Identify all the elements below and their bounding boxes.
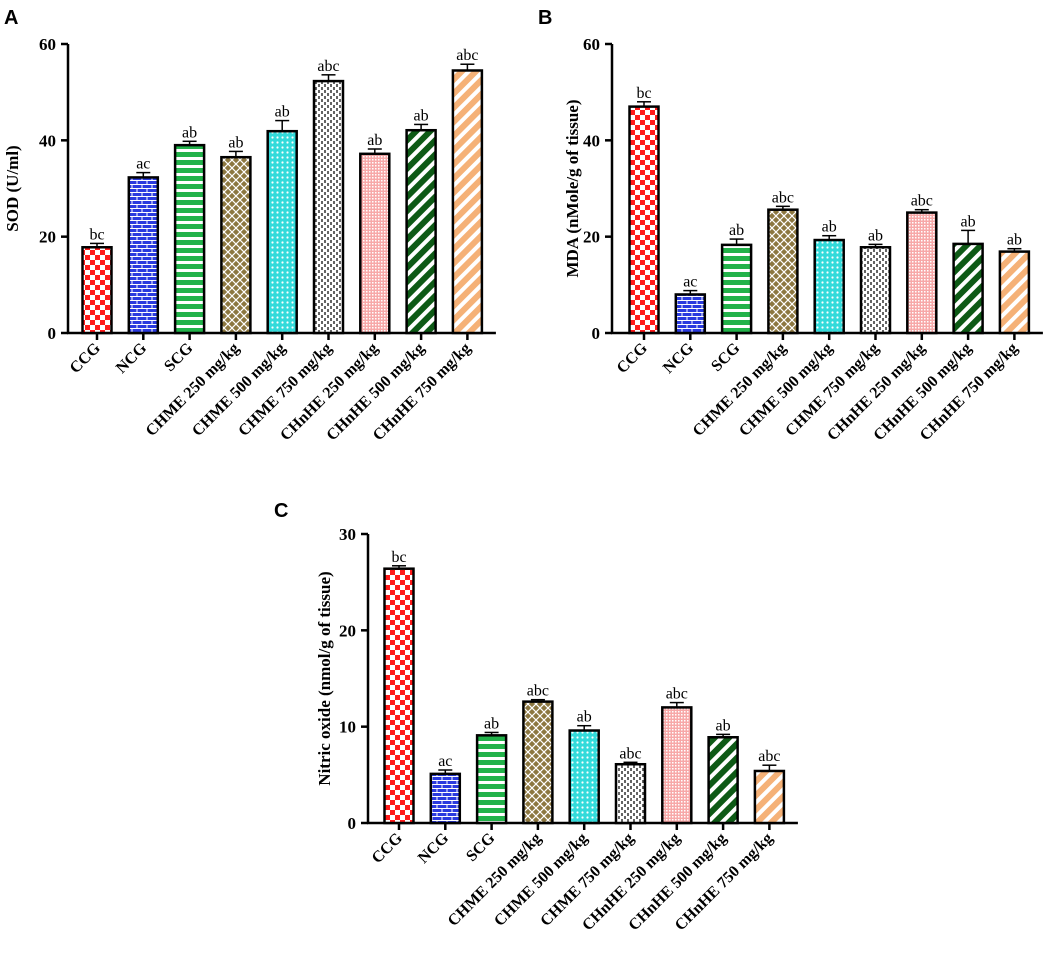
category-label: CCG <box>369 829 407 867</box>
category-label: NCG <box>113 339 151 377</box>
category-label: CCG <box>67 339 105 377</box>
bar-scg <box>173 143 206 335</box>
significance-label: bc <box>636 85 651 102</box>
y-tick-label: 0 <box>48 324 57 343</box>
mda-chart: 0 20 40 60 MDA (nMole/g of tissue) bc CCG ac NCG… <box>563 35 1043 444</box>
significance-label: ab <box>577 709 592 726</box>
significance-label: ab <box>1007 232 1022 249</box>
significance-label: ab <box>868 227 883 244</box>
y-tick-label: 20 <box>583 228 600 247</box>
bar-chnhe-750-mg-kg <box>451 69 484 335</box>
bar-ncg <box>429 772 462 825</box>
bar-chnhe-250-mg-kg <box>359 152 391 335</box>
significance-label: ac <box>438 753 452 770</box>
significance-label: bc <box>89 226 104 243</box>
bar-chnhe-500-mg-kg <box>707 736 739 825</box>
bar-chnhe-250-mg-kg <box>661 706 693 825</box>
y-axis-title: MDA (nMole/g of tissue) <box>563 99 582 277</box>
significance-label: ab <box>228 134 243 151</box>
category-label: SCG <box>161 339 197 375</box>
panel-letter-c: C <box>274 500 288 522</box>
significance-label: bc <box>391 549 406 566</box>
significance-label: ab <box>182 124 197 141</box>
bar-chme-250-mg-kg <box>767 208 799 335</box>
bar-chme-500-mg-kg <box>813 238 845 335</box>
bar-chnhe-750-mg-kg <box>998 250 1031 335</box>
significance-label: ab <box>484 715 499 732</box>
bar-ccg <box>383 567 415 825</box>
significance-label: ac <box>136 156 150 173</box>
significance-label: abc <box>772 189 794 206</box>
y-tick-label: 60 <box>583 35 600 54</box>
bar-chnhe-500-mg-kg <box>405 128 437 335</box>
significance-label: abc <box>758 748 780 765</box>
y-tick-label: 40 <box>39 131 56 150</box>
y-tick-label: 40 <box>583 131 600 150</box>
y-tick-label: 0 <box>592 324 601 343</box>
bar-chme-750-mg-kg <box>614 762 647 825</box>
y-tick-label: 60 <box>39 35 56 54</box>
significance-label: ab <box>961 213 976 230</box>
panel-letter-a: A <box>4 7 18 29</box>
bar-ccg <box>81 246 113 335</box>
nitric-oxide-chart: 0 10 20 30 Nitric oxide (nmol/g of tissue) bc… <box>315 525 798 934</box>
category-label: NCG <box>660 339 698 377</box>
y-tick-label: 30 <box>339 525 356 544</box>
bar-chme-500-mg-kg <box>266 129 298 335</box>
category-label: SCG <box>463 829 499 865</box>
significance-label: ab <box>729 222 744 239</box>
y-tick-label: 10 <box>339 718 356 737</box>
bar-ncg <box>127 176 160 335</box>
category-label: SCG <box>708 339 744 375</box>
significance-label: abc <box>527 683 549 700</box>
bar-chnhe-750-mg-kg <box>753 769 786 825</box>
significance-label: ac <box>683 274 697 291</box>
y-axis-title: SOD (U/ml) <box>3 145 22 231</box>
significance-label: abc <box>317 58 339 75</box>
bar-chnhe-500-mg-kg <box>952 242 984 335</box>
bar-chme-250-mg-kg <box>220 155 252 335</box>
significance-label: ab <box>367 132 382 149</box>
bar-scg <box>475 734 508 825</box>
bar-chme-750-mg-kg <box>859 246 892 335</box>
bar-ccg <box>628 105 660 335</box>
bar-chnhe-250-mg-kg <box>906 211 938 335</box>
y-tick-label: 0 <box>348 814 357 833</box>
bar-chme-250-mg-kg <box>522 700 554 825</box>
significance-label: ab <box>822 219 837 236</box>
category-label: NCG <box>415 829 453 867</box>
significance-label: ab <box>716 717 731 734</box>
bar-chme-500-mg-kg <box>568 729 600 825</box>
bar-chme-750-mg-kg <box>312 79 345 335</box>
category-label: CCG <box>614 339 652 377</box>
bar-scg <box>720 243 753 335</box>
significance-label: ab <box>414 107 429 124</box>
significance-label: ab <box>275 104 290 121</box>
y-tick-label: 20 <box>339 621 356 640</box>
y-tick-label: 20 <box>39 228 56 247</box>
significance-label: abc <box>619 745 641 762</box>
significance-label: abc <box>666 686 688 703</box>
panel-letter-b: B <box>538 7 552 29</box>
bar-ncg <box>674 293 707 335</box>
y-axis-title: Nitric oxide (nmol/g of tissue) <box>315 571 334 785</box>
significance-label: abc <box>456 47 478 64</box>
significance-label: abc <box>911 193 933 210</box>
